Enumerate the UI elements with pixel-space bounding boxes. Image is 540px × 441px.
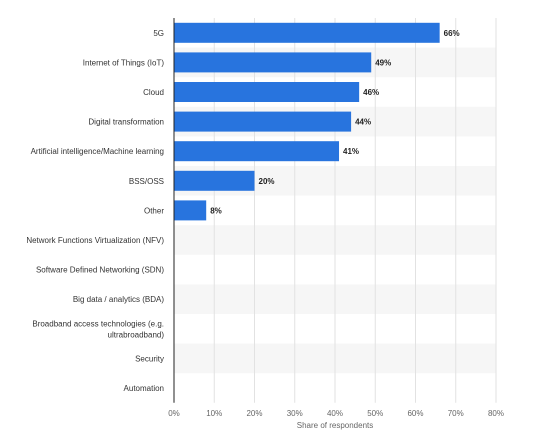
data-label: 8% [210, 206, 222, 215]
bars [174, 22, 440, 221]
bar [174, 111, 352, 132]
x-tick-label: 0% [168, 409, 180, 418]
category-label: BSS/OSS [129, 177, 164, 186]
bar [174, 141, 340, 162]
x-tick-labels: 0% 10% 20% 30% 40% 50% 60% 70% 80% [168, 409, 504, 418]
bar [174, 22, 440, 43]
data-label: 46% [363, 88, 379, 97]
category-label: Broadband access technologies (e.g. ultra… [32, 319, 164, 339]
x-tick-label: 70% [448, 409, 464, 418]
category-label: Software Defined Networking (SDN) [36, 266, 164, 275]
x-tick-label: 60% [407, 409, 423, 418]
data-label: 66% [444, 29, 460, 38]
bar [174, 170, 255, 191]
data-label: 44% [355, 118, 371, 127]
category-label: 5G [153, 29, 164, 38]
x-tick-label: 20% [246, 409, 262, 418]
x-tick-label: 30% [287, 409, 303, 418]
category-label: Security [135, 354, 164, 363]
category-labels: 5G Internet of Things (IoT) Cloud Digital t… [26, 29, 164, 393]
category-label: Automation [124, 384, 164, 393]
x-tick-label: 40% [327, 409, 343, 418]
category-label: Other [144, 206, 164, 215]
category-label: Network Functions Virtualization (NFV) [26, 236, 164, 245]
data-label: 20% [259, 177, 275, 186]
category-label: Internet of Things (IoT) [83, 58, 165, 67]
category-label: Cloud [143, 88, 164, 97]
category-label: Digital transformation [88, 118, 164, 127]
data-label: 41% [343, 147, 359, 156]
category-label: Artificial intelligence/Machine learning [31, 147, 164, 156]
value-labels: 66% 49% 46% 44% 41% 20% 8% [210, 29, 459, 216]
bar [174, 52, 372, 73]
x-axis-title: Share of respondents [297, 421, 374, 430]
data-label: 49% [375, 58, 391, 67]
category-label: Big data / analytics (BDA) [73, 295, 164, 304]
bar [174, 82, 360, 102]
bar [174, 200, 207, 221]
x-tick-label: 50% [367, 409, 383, 418]
x-tick-label: 10% [206, 409, 222, 418]
x-tick-label: 80% [488, 409, 504, 418]
